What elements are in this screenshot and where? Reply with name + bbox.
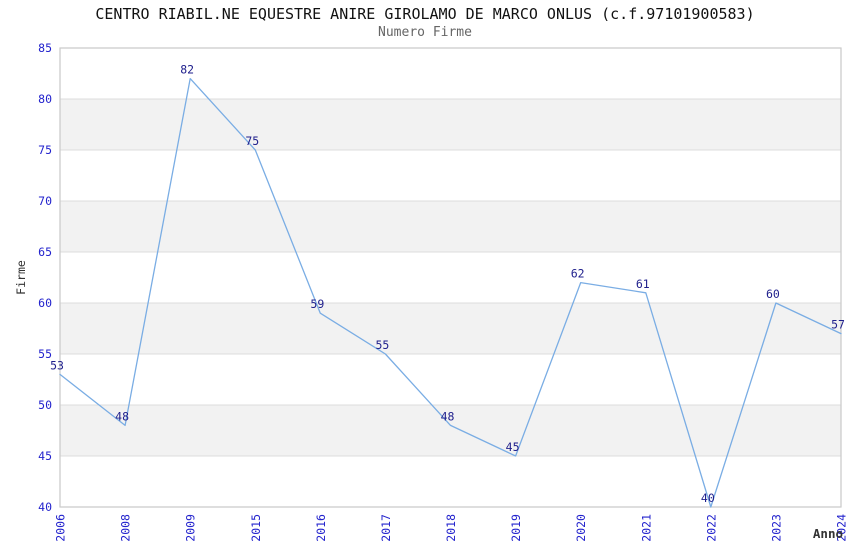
svg-text:45: 45 <box>506 440 520 454</box>
svg-text:65: 65 <box>38 245 52 259</box>
svg-text:48: 48 <box>115 409 129 423</box>
svg-text:40: 40 <box>701 491 715 505</box>
svg-text:2023: 2023 <box>769 514 783 542</box>
svg-text:2006: 2006 <box>54 514 68 542</box>
svg-text:61: 61 <box>636 277 650 291</box>
svg-text:50: 50 <box>38 398 52 412</box>
svg-text:2018: 2018 <box>444 514 458 542</box>
svg-text:45: 45 <box>38 449 52 463</box>
svg-text:2019: 2019 <box>509 514 523 542</box>
series-line <box>59 77 842 508</box>
data-labels: 53 48 82 75 59 55 48 45 62 61 40 60 57 <box>50 63 845 505</box>
svg-text:53: 53 <box>50 358 64 372</box>
svg-text:75: 75 <box>38 143 52 157</box>
svg-text:55: 55 <box>38 347 52 361</box>
svg-text:2015: 2015 <box>249 514 263 542</box>
x-tick-labels: 2006 2008 2009 2015 2016 2017 2018 2019 2020 2021… <box>54 514 849 542</box>
svg-text:62: 62 <box>571 267 585 281</box>
svg-text:2016: 2016 <box>314 514 328 542</box>
svg-text:2020: 2020 <box>574 514 588 542</box>
svg-text:2022: 2022 <box>704 514 718 542</box>
svg-text:85: 85 <box>38 41 52 55</box>
x-axis-title: Anno <box>813 526 843 541</box>
svg-text:2024: 2024 <box>835 514 849 542</box>
y-axis-title: Firme <box>14 260 28 295</box>
svg-text:2021: 2021 <box>639 514 653 542</box>
y-tick-labels: 40 45 50 55 60 65 70 75 80 85 <box>38 41 52 514</box>
chart-subtitle: Numero Firme <box>378 25 472 40</box>
svg-text:48: 48 <box>441 409 455 423</box>
svg-text:2017: 2017 <box>379 514 393 542</box>
svg-text:2009: 2009 <box>184 514 198 542</box>
plot-bands <box>60 99 841 456</box>
svg-text:75: 75 <box>245 134 259 148</box>
svg-text:2008: 2008 <box>119 514 133 542</box>
svg-text:40: 40 <box>38 500 52 514</box>
svg-text:55: 55 <box>375 338 389 352</box>
chart-title: CENTRO RIABIL.NE EQUESTRE ANIRE GIROLAMO… <box>95 5 755 23</box>
svg-text:Anno: Anno <box>813 526 843 541</box>
svg-text:Firme: Firme <box>14 260 28 295</box>
svg-text:70: 70 <box>38 194 52 208</box>
plot-border <box>59 47 842 508</box>
svg-text:80: 80 <box>38 92 52 106</box>
svg-text:59: 59 <box>310 297 324 311</box>
svg-text:60: 60 <box>766 287 780 301</box>
svg-text:82: 82 <box>180 63 194 77</box>
svg-text:57: 57 <box>831 318 845 332</box>
svg-text:60: 60 <box>38 296 52 310</box>
